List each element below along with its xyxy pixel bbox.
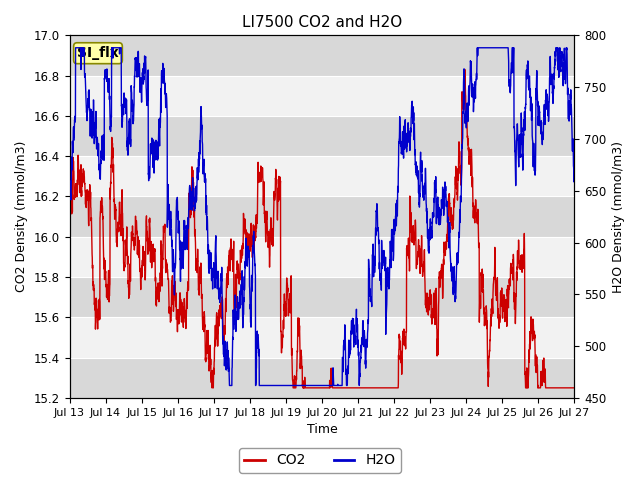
Legend: CO2, H2O: CO2, H2O (239, 448, 401, 473)
Bar (70, 358, 575, 398)
Bar (70, 196, 575, 237)
Y-axis label: CO2 Density (mmol/m3): CO2 Density (mmol/m3) (15, 141, 28, 292)
Title: LI7500 CO2 and H2O: LI7500 CO2 and H2O (242, 15, 402, 30)
Bar (70, 116, 575, 156)
Y-axis label: H2O Density (mmol/m3): H2O Density (mmol/m3) (612, 141, 625, 293)
Bar (70, 277, 575, 317)
Text: SI_flx: SI_flx (77, 46, 119, 60)
X-axis label: Time: Time (307, 423, 337, 436)
Bar (70, 36, 575, 76)
